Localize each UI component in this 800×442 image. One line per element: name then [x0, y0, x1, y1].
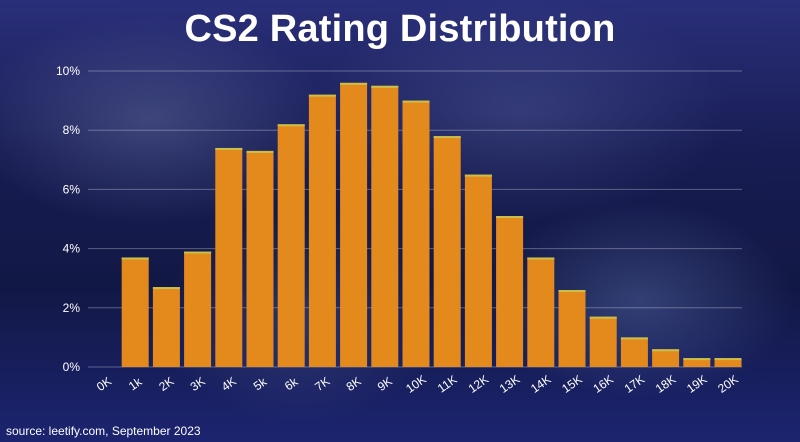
bars [121, 82, 742, 368]
x-tick-label: 11K [435, 372, 460, 395]
bar [558, 290, 586, 367]
bar [714, 358, 742, 367]
bar [246, 150, 274, 367]
y-tick-label: 6% [63, 182, 81, 196]
bar-top-edge [620, 337, 648, 340]
bar [527, 257, 555, 367]
bar-top-edge [433, 136, 461, 139]
bar [589, 316, 617, 367]
bar-top-edge [184, 251, 212, 254]
bar-top-edge [527, 257, 555, 260]
y-tick-label: 4% [63, 242, 81, 256]
x-axis-ticks: 0K 1k 2K 3K 4K 5k 6k 7K 8K 9K 10K 11K 12K 13K 14K 15K 16… [94, 372, 741, 396]
bar-top-edge [714, 358, 742, 361]
bar-top-edge [589, 316, 617, 319]
x-tick-label: 19K [684, 372, 710, 396]
bar [121, 257, 149, 367]
bar-top-edge [464, 174, 492, 177]
bar-top-edge [277, 124, 305, 127]
x-tick-label: 2K [156, 374, 176, 394]
x-tick-label: 8K [344, 374, 364, 394]
bar-top-edge [652, 349, 680, 352]
x-tick-label: 14K [528, 372, 554, 396]
bar-top-edge [402, 100, 430, 103]
bar [464, 174, 492, 367]
bar-top-edge [308, 94, 336, 97]
x-tick-label: 5k [251, 374, 270, 393]
bar [371, 85, 399, 368]
bar [215, 147, 243, 367]
x-tick-label: 9K [375, 374, 395, 394]
source-note: source: leetify.com, September 2023 [6, 424, 201, 438]
bar [184, 251, 212, 367]
bar [433, 136, 461, 367]
bar [652, 349, 680, 367]
bar [340, 82, 368, 367]
x-tick-label: 18K [653, 372, 679, 396]
bar [683, 358, 711, 367]
x-tick-label: 10K [403, 372, 429, 396]
y-tick-label: 0% [63, 360, 81, 374]
bar [402, 100, 430, 367]
x-tick-label: 20K [715, 372, 741, 396]
x-tick-label: 15K [559, 372, 585, 396]
y-tick-label: 8% [63, 123, 81, 137]
bar [620, 337, 648, 367]
bar [496, 216, 524, 367]
bar-top-edge [371, 85, 399, 88]
bar-top-edge [121, 257, 149, 260]
y-tick-label: 2% [63, 301, 81, 315]
bar-top-edge [152, 287, 180, 290]
x-tick-label: 3K [188, 374, 208, 394]
bar-top-edge [340, 82, 368, 85]
bar-top-edge [683, 358, 711, 361]
x-tick-label: 4K [219, 374, 239, 394]
bar-top-edge [246, 150, 274, 153]
x-tick-label: 16K [590, 372, 616, 396]
x-tick-label: 1k [126, 374, 145, 393]
x-tick-label: 6k [282, 374, 301, 393]
bar [152, 287, 180, 367]
bar-top-edge [215, 147, 243, 150]
y-tick-label: 10% [56, 64, 80, 78]
bar [308, 94, 336, 368]
x-tick-label: 17K [622, 372, 648, 396]
x-tick-label: 0K [94, 374, 114, 394]
x-tick-label: 12K [466, 372, 492, 396]
chart-title: CS2 Rating Distribution [184, 8, 616, 50]
bar-top-edge [496, 216, 524, 219]
y-axis-ticks: 0% 2% 4% 6% 8% 10% [56, 64, 80, 374]
bar [277, 124, 305, 367]
x-tick-label: 7K [312, 374, 332, 394]
bar-top-edge [558, 290, 586, 293]
x-tick-label: 13K [497, 372, 523, 396]
